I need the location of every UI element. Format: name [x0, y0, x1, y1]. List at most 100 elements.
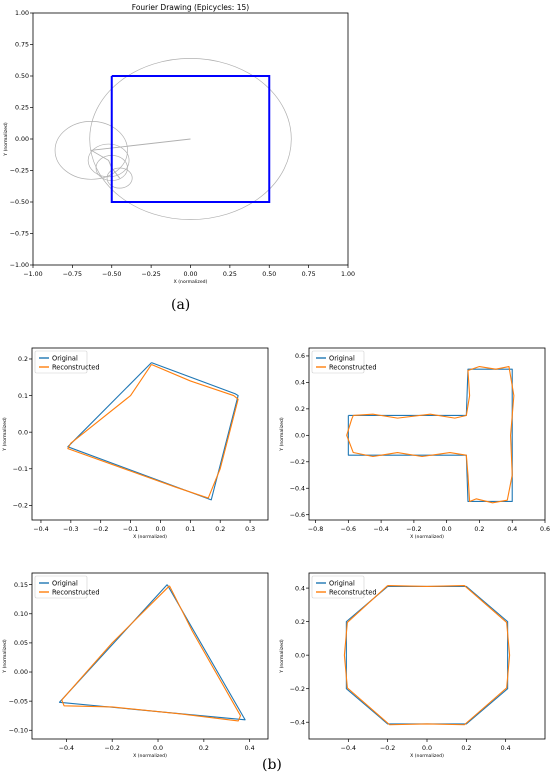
chart-triangle-legend-label-reconstructed: Reconstructed — [52, 588, 100, 596]
chart-triangle-ytick-label: 0.10 — [14, 611, 28, 618]
chart-top-xtick-label: −0.75 — [63, 271, 82, 278]
chart-top-ylabel: Y (normalized) — [3, 122, 9, 157]
chart-tshape-legend-label-reconstructed: Reconstructed — [329, 363, 377, 371]
chart-octagon-series-original-line — [345, 585, 509, 725]
chart-quad-ytick-label: 0.2 — [18, 356, 28, 363]
chart-tshape-ytick-label: 0.2 — [295, 406, 305, 413]
chart-triangle-ytick-label: 0.00 — [14, 669, 28, 676]
chart-top-ytick-label: −1.00 — [10, 262, 29, 269]
chart-tshape-xtick-label: 0.0 — [442, 526, 452, 533]
chart-tshape-series-reconstructed-line — [346, 365, 515, 504]
chart-quad-ytick-label: 0.0 — [18, 429, 28, 436]
chart-triangle-plot — [29, 572, 269, 742]
chart-tshape-ytick-label: 0.6 — [295, 353, 305, 360]
chart-top-epicycle-circle-4 — [106, 167, 133, 189]
chart-tshape-marks — [346, 365, 515, 504]
chart-triangle-legend-label-original: Original — [52, 579, 78, 587]
chart-tshape-ytick-label: −0.4 — [290, 485, 305, 492]
chart-quad-ytick-label: −0.2 — [13, 503, 28, 510]
chart-octagon-ylabel: Y (normalized) — [279, 639, 285, 674]
chart-quad-xtick-label: 0.1 — [185, 526, 195, 533]
chart-tshape-xtick-label: 0.2 — [474, 526, 484, 533]
chart-tshape-xtick-label: −0.8 — [308, 526, 323, 533]
chart-octagon-ytick-label: −0.2 — [290, 686, 305, 693]
chart-tshape-xtick-label: −0.2 — [406, 526, 421, 533]
chart-tshape-xtick-label: −0.4 — [373, 526, 388, 533]
chart-quad-frame — [31, 347, 269, 521]
chart-top-ytick-label: −0.50 — [10, 199, 29, 206]
chart-top-xtick-label: 0.75 — [302, 271, 316, 278]
chart-quad-ytick-label: 0.1 — [18, 393, 28, 400]
chart-triangle-series-reconstructed-line — [61, 585, 242, 722]
chart-quad-xtick-label: 0.0 — [155, 526, 165, 533]
chart-quad-xtick-label: −0.3 — [63, 526, 78, 533]
chart-top-title: Fourier Drawing (Epicycles: 15) — [132, 3, 249, 12]
chart-tshape-plot — [306, 347, 546, 523]
chart-quad-ytick-label: −0.1 — [13, 466, 28, 473]
chart-tshape-xlabel: X (normalized) — [410, 534, 444, 540]
chart-triangle-xlabel: X (normalized) — [133, 753, 167, 759]
chart-octagon-xtick-label: 0.4 — [501, 745, 511, 752]
chart-top-marks — [54, 58, 292, 220]
chart-octagon-marks — [343, 585, 511, 726]
chart-quad-xtick-label: −0.1 — [123, 526, 138, 533]
chart-quad-series-original-line — [67, 362, 239, 501]
chart-quad-ylabel: Y (normalized) — [2, 417, 8, 452]
chart-triangle-series-original-line — [58, 584, 246, 721]
chart-triangle-ylabel: Y (normalized) — [2, 639, 8, 674]
chart-tshape-legend-label-original: Original — [329, 354, 355, 362]
chart-triangle-ytick-label: 0.15 — [14, 582, 28, 589]
chart-quad-xtick-label: 0.3 — [245, 526, 255, 533]
chart-triangle-ytick-label: −0.10 — [9, 727, 28, 734]
chart-top-epicycle-circle-2 — [87, 143, 130, 178]
panel-label-b: (b) — [262, 757, 282, 773]
chart-octagon-plot — [306, 572, 546, 742]
chart-top-ytick-label: −0.25 — [10, 168, 29, 175]
chart-tshape-frame — [308, 347, 546, 521]
chart-top-square-path — [110, 75, 271, 203]
chart-quad-series-reconstructed-line — [67, 363, 239, 499]
chart-quad-xtick-label: 0.2 — [215, 526, 225, 533]
chart-quad-legend-label-reconstructed: Reconstructed — [52, 363, 100, 371]
chart-top-epicycle-circle-0 — [89, 58, 292, 220]
chart-triangle-xtick-label: 0.4 — [245, 745, 255, 752]
chart-triangle-xtick-label: −0.2 — [105, 745, 120, 752]
chart-triangle-frame — [31, 572, 269, 740]
chart-tshape-series-original-line — [347, 368, 513, 503]
chart-top-epicycle-arm — [89, 138, 191, 179]
chart-top-ytick-label: 0.75 — [15, 42, 29, 49]
chart-top-ytick-label: 0.25 — [15, 105, 29, 112]
chart-triangle-ytick-label: 0.05 — [14, 640, 28, 647]
chart-quad-xtick-label: −0.4 — [33, 526, 48, 533]
panel-label-a: (a) — [171, 297, 191, 313]
chart-quad-plot — [29, 347, 269, 523]
chart-octagon-series-reconstructed-line — [343, 585, 511, 726]
chart-octagon-ytick-label: 0.2 — [295, 619, 305, 626]
chart-octagon-xtick-label: 0.2 — [461, 745, 471, 752]
chart-tshape-ytick-label: 0.4 — [295, 380, 305, 387]
chart-top-xtick-label: −0.25 — [141, 271, 160, 278]
chart-top-xtick-label: −0.50 — [102, 271, 121, 278]
chart-top-xlabel: X (normalized) — [174, 279, 208, 285]
chart-tshape-ytick-label: −0.2 — [290, 459, 305, 466]
chart-top-plot — [30, 12, 349, 268]
chart-top-epicycle-circle-1 — [54, 121, 128, 180]
chart-triangle-marks — [58, 584, 246, 722]
chart-octagon-legend-label-original: Original — [329, 579, 355, 587]
chart-top-ytick-label: 1.00 — [15, 10, 29, 17]
chart-tshape-ytick-label: −0.6 — [290, 512, 305, 519]
chart-octagon-ytick-label: 0.4 — [295, 585, 305, 592]
chart-top-ytick-label: 0.50 — [15, 73, 29, 80]
chart-octagon-xlabel: X (normalized) — [410, 753, 444, 759]
chart-quad-xtick-label: −0.2 — [93, 526, 108, 533]
chart-top-ytick-label: −0.75 — [10, 231, 29, 238]
chart-triangle-xtick-label: 0.0 — [153, 745, 163, 752]
chart-octagon-ytick-label: −0.4 — [290, 719, 305, 726]
chart-quad-xlabel: X (normalized) — [133, 534, 167, 540]
chart-quad-marks — [67, 362, 239, 501]
chart-octagon-xtick-label: 0.0 — [422, 745, 432, 752]
chart-tshape-xtick-label: 0.6 — [540, 526, 550, 533]
chart-octagon-ytick-label: 0.0 — [295, 652, 305, 659]
chart-top-xtick-label: 0.25 — [223, 271, 237, 278]
